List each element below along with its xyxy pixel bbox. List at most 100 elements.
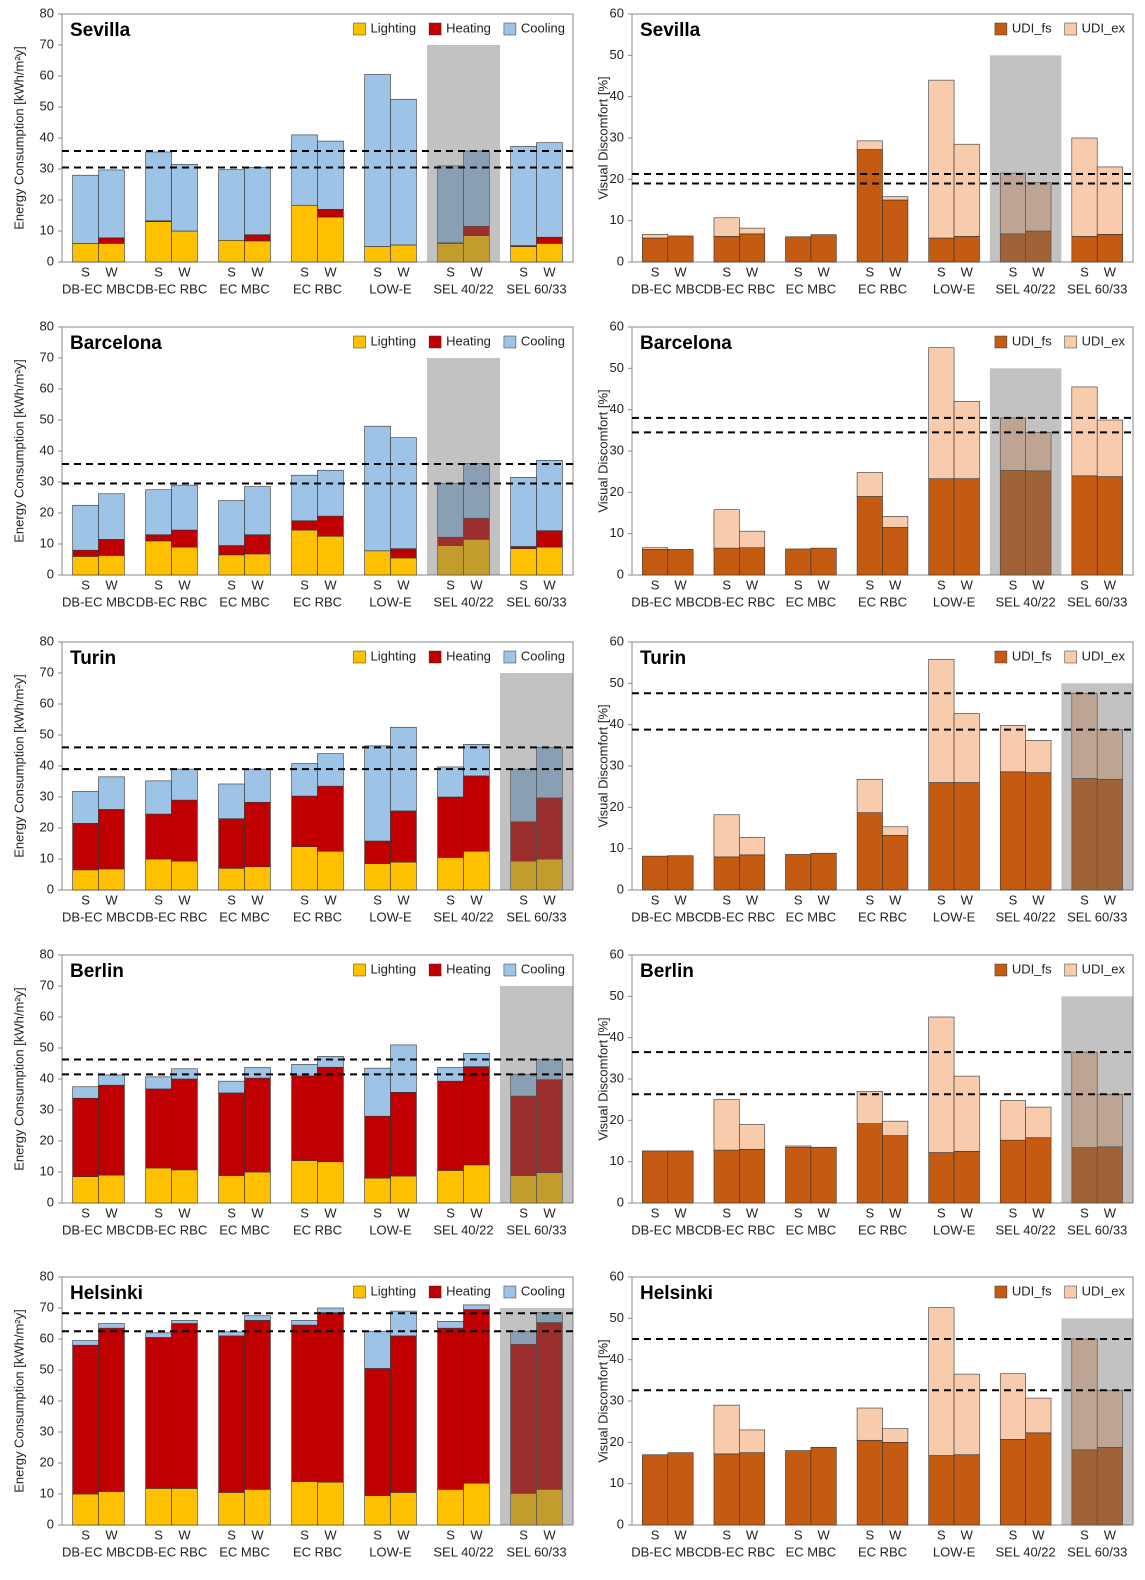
legend-swatch <box>994 335 1008 349</box>
bar-segment <box>1071 1338 1098 1451</box>
x-tick-label: W <box>397 1205 410 1220</box>
legend-swatch <box>1064 22 1077 36</box>
y-tick-label: 30 <box>40 1101 54 1116</box>
bar-segment <box>810 547 837 576</box>
y-tick-label: 40 <box>40 442 54 457</box>
bar-segment <box>171 860 198 891</box>
bar-segment <box>882 1120 909 1136</box>
x-tick-label: S <box>300 1527 309 1542</box>
bar-segment <box>1096 1389 1123 1448</box>
bar-segment <box>510 546 537 549</box>
group-label: DB-EC MBC <box>631 909 704 924</box>
x-tick-label: W <box>105 1205 118 1220</box>
y-axis-label: Visual Discomfort [%] <box>595 389 610 512</box>
x-tick-label: W <box>889 1527 902 1542</box>
group-label: DB-EC RBC <box>704 1222 776 1237</box>
legend-swatch <box>428 650 442 664</box>
group-label: DB-EC MBC <box>62 1222 135 1237</box>
x-tick-label: W <box>817 1527 830 1542</box>
bar-segment <box>72 1097 99 1177</box>
chart-title: Sevilla <box>640 20 701 41</box>
bar-segment <box>1071 475 1098 576</box>
bar-segment <box>953 401 980 479</box>
y-axis-label: Energy Consumption [kWh/m²y] <box>11 359 26 543</box>
chart-title: Sevilla <box>70 20 131 41</box>
bar-segment <box>856 1407 883 1441</box>
group-label: EC RBC <box>293 281 342 296</box>
bar-segment <box>882 516 909 528</box>
x-tick-label: S <box>865 892 874 907</box>
x-tick-label: S <box>1080 1527 1089 1542</box>
x-tick-label: W <box>961 264 974 279</box>
legend-swatch <box>994 963 1008 977</box>
y-tick-label: 0 <box>47 1194 54 1209</box>
x-tick-label: S <box>794 1527 803 1542</box>
x-tick-label: S <box>373 892 382 907</box>
legend-label: UDI_ex <box>1082 648 1126 663</box>
y-axis-label: Energy Consumption [kWh/m²y] <box>11 674 26 858</box>
bar-segment <box>218 1092 245 1177</box>
bar-segment <box>98 237 125 244</box>
x-tick-label: S <box>865 264 874 279</box>
x-tick-label: W <box>251 264 264 279</box>
x-tick-label: S <box>154 1527 163 1542</box>
bar-segment <box>536 1312 563 1323</box>
y-tick-label: 70 <box>40 977 54 992</box>
bar-segment <box>999 771 1026 891</box>
highlight-region <box>989 368 1062 575</box>
x-tick-label: W <box>746 1527 759 1542</box>
x-tick-label: S <box>1080 264 1089 279</box>
bar-segment <box>145 1088 172 1169</box>
legend-swatch <box>1064 650 1077 664</box>
x-tick-label: W <box>889 264 902 279</box>
group-label: SEL 60/33 <box>1067 1544 1127 1559</box>
x-tick-label: W <box>397 1527 410 1542</box>
y-tick-label: 50 <box>40 98 54 113</box>
bar-segment <box>291 846 318 891</box>
x-tick-label: S <box>1080 892 1089 907</box>
bar-segment <box>713 814 740 858</box>
bar-segment <box>72 1340 99 1346</box>
bar-segment <box>463 150 490 227</box>
bar-segment <box>667 549 694 576</box>
bar-segment <box>291 520 318 531</box>
bar-segment <box>882 835 909 891</box>
bar-segment <box>390 1492 417 1526</box>
x-tick-label: W <box>746 264 759 279</box>
bar-segment <box>953 1454 980 1526</box>
bar-segment <box>72 869 99 891</box>
bar-segment <box>72 556 99 576</box>
x-tick-label: W <box>746 1205 759 1220</box>
y-tick-label: 60 <box>610 1268 624 1283</box>
bar-segment <box>1025 182 1052 232</box>
bar-segment <box>713 856 740 891</box>
legend-swatch <box>1064 963 1077 977</box>
x-tick-label: W <box>1032 892 1045 907</box>
y-tick-label: 30 <box>40 788 54 803</box>
bar-segment <box>171 1323 198 1489</box>
y-tick-label: 0 <box>47 1516 54 1531</box>
bar-segment <box>510 477 537 547</box>
y-tick-label: 70 <box>40 664 54 679</box>
bar-segment <box>364 1330 391 1369</box>
y-tick-label: 0 <box>47 566 54 581</box>
y-tick-label: 60 <box>610 633 624 648</box>
bar-segment <box>171 529 198 548</box>
y-tick-label: 10 <box>40 222 54 237</box>
x-tick-label: S <box>794 577 803 592</box>
bar-segment <box>739 1148 766 1204</box>
y-tick-label: 80 <box>40 633 54 648</box>
bar-segment <box>317 1066 344 1163</box>
bar-segment <box>999 1100 1026 1141</box>
bar-segment <box>739 227 766 235</box>
group-label: LOW-E <box>933 1544 976 1559</box>
bar-segment <box>72 243 99 263</box>
bar-segment <box>953 143 980 237</box>
bar-segment <box>390 861 417 891</box>
bar-segment <box>390 810 417 863</box>
x-tick-label: W <box>543 577 556 592</box>
legend-label: Heating <box>446 648 491 663</box>
